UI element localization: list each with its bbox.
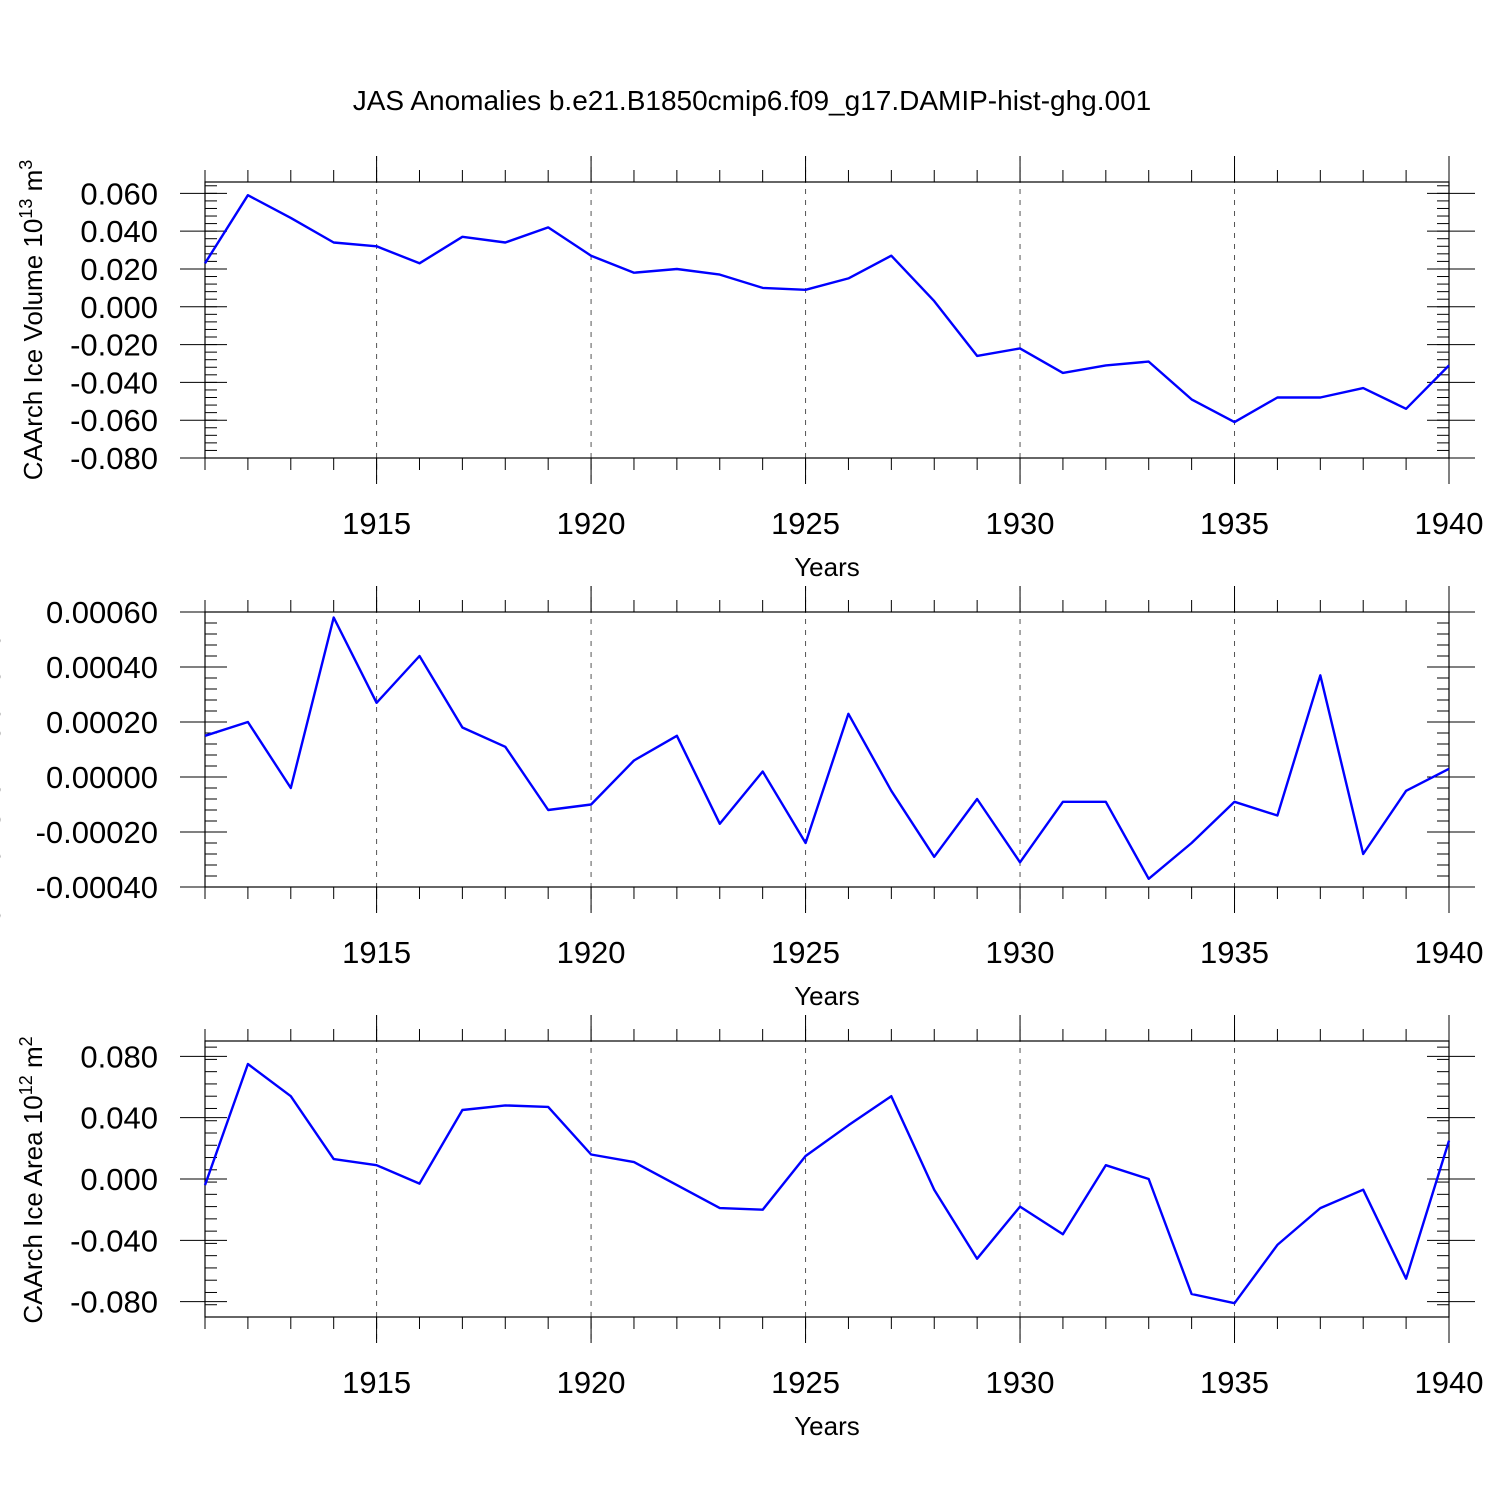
y-tick-label: 0.080 bbox=[80, 1039, 158, 1074]
y-axis-label: CAArch Snow Volume 1013 m3 bbox=[0, 575, 6, 926]
x-tick-label: 1935 bbox=[1200, 1365, 1269, 1400]
y-axis-label: CAArch Ice Volume 1013 m3 bbox=[16, 160, 48, 481]
x-tick-label: 1935 bbox=[1200, 506, 1269, 541]
y-tick-label: 0.00000 bbox=[46, 760, 158, 795]
panel-1: -0.080-0.060-0.040-0.0200.0000.0200.0400… bbox=[16, 156, 1483, 582]
y-tick-label: 0.000 bbox=[80, 290, 158, 325]
x-axis-label: Years bbox=[794, 981, 860, 1011]
x-tick-label: 1925 bbox=[771, 506, 840, 541]
y-tick-label: 0.020 bbox=[80, 252, 158, 287]
y-tick-label: 0.00060 bbox=[46, 595, 158, 630]
x-tick-label: 1915 bbox=[342, 935, 411, 970]
data-series-line bbox=[203, 193, 1450, 424]
x-tick-label: 1915 bbox=[342, 506, 411, 541]
x-tick-label: 1920 bbox=[557, 506, 626, 541]
panel-2: -0.00040 -0.00020 0.00000 0.00020 0.00040 0.0… bbox=[0, 575, 1484, 1011]
x-tick-label: 1920 bbox=[557, 935, 626, 970]
y-tick-label: -0.080 bbox=[70, 1285, 158, 1320]
x-axis-label: Years bbox=[794, 1411, 860, 1441]
panel-3: -0.080 -0.040 0.000 0.040 0.080 1915 1920 1925 1… bbox=[16, 1015, 1483, 1441]
x-tick-label: 1935 bbox=[1200, 935, 1269, 970]
plot-frame bbox=[204, 1040, 1450, 1318]
y-tick-label: 0.000 bbox=[80, 1162, 158, 1197]
x-tick-label: 1920 bbox=[557, 1365, 626, 1400]
x-tick-label: 1930 bbox=[986, 935, 1055, 970]
y-tick-label: 0.060 bbox=[80, 176, 158, 211]
x-tick-label: 1930 bbox=[986, 1365, 1055, 1400]
plot-frame bbox=[204, 611, 1450, 888]
y-tick-label: -0.00040 bbox=[36, 870, 158, 905]
y-tick-label: 0.00040 bbox=[46, 650, 158, 685]
y-axis-label: CAArch Ice Area 1012 m2 bbox=[16, 1036, 48, 1323]
y-tick-label: 0.040 bbox=[80, 1101, 158, 1136]
y-tick-label: 0.040 bbox=[80, 214, 158, 249]
y-tick-label: -0.080 bbox=[70, 441, 158, 476]
x-tick-label: 1940 bbox=[1415, 506, 1484, 541]
y-tick-label: -0.040 bbox=[70, 1223, 158, 1258]
y-tick-label: 0.00020 bbox=[46, 705, 158, 740]
y-tick-label: -0.040 bbox=[70, 365, 158, 400]
y-tick-label: -0.060 bbox=[70, 403, 158, 438]
x-tick-label: 1940 bbox=[1415, 935, 1484, 970]
x-tick-label: 1925 bbox=[771, 1365, 840, 1400]
x-tick-label: 1915 bbox=[342, 1365, 411, 1400]
x-tick-label: 1925 bbox=[771, 935, 840, 970]
plot-frame bbox=[204, 181, 1450, 459]
y-tick-label: -0.00020 bbox=[36, 815, 158, 850]
y-tick-label: -0.020 bbox=[70, 328, 158, 363]
data-series-line bbox=[203, 1062, 1451, 1305]
x-tick-label: 1940 bbox=[1415, 1365, 1484, 1400]
x-tick-label: 1930 bbox=[986, 506, 1055, 541]
chart-title: JAS Anomalies b.e21.B1850cmip6.f09_g17.D… bbox=[353, 85, 1151, 116]
x-axis-label: Years bbox=[794, 552, 860, 582]
data-series-line bbox=[204, 616, 1450, 880]
